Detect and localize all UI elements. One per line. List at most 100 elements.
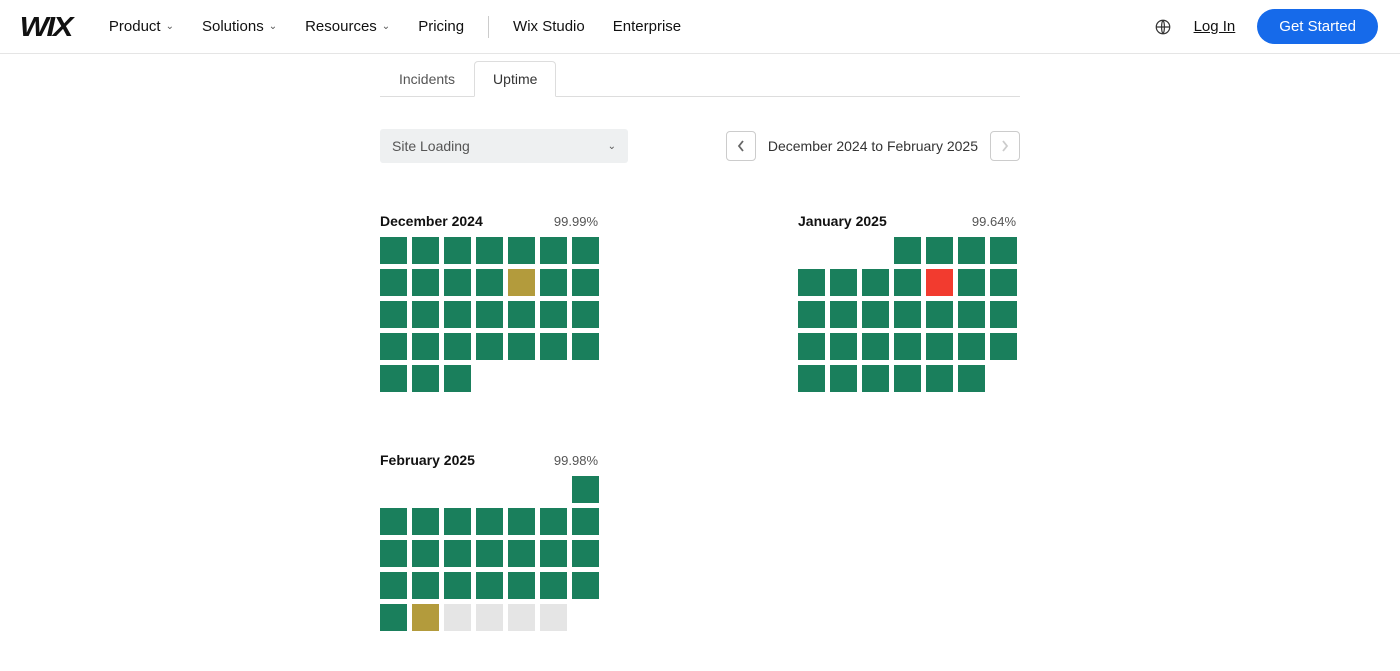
day-cell[interactable] [508,333,535,360]
day-cell[interactable] [412,508,439,535]
day-cell[interactable] [862,269,889,296]
day-cell[interactable] [862,333,889,360]
day-cell[interactable] [894,269,921,296]
service-select[interactable]: Site Loading ⌄ [380,129,628,163]
day-cell[interactable] [894,365,921,392]
day-cell[interactable] [508,269,535,296]
get-started-button[interactable]: Get Started [1257,9,1378,44]
next-range-button[interactable] [990,131,1020,161]
day-cell[interactable] [508,301,535,328]
day-cell[interactable] [476,301,503,328]
day-cell[interactable] [926,365,953,392]
day-cell[interactable] [508,237,535,264]
globe-icon[interactable] [1154,18,1172,36]
day-cell[interactable] [830,365,857,392]
day-cell[interactable] [572,237,599,264]
day-cell[interactable] [412,237,439,264]
day-cell[interactable] [412,301,439,328]
day-cell[interactable] [990,237,1017,264]
day-cell[interactable] [476,540,503,567]
day-cell[interactable] [444,333,471,360]
day-cell[interactable] [830,269,857,296]
day-cell[interactable] [412,604,439,631]
day-cell[interactable] [540,269,567,296]
day-cell[interactable] [926,333,953,360]
day-cell[interactable] [572,476,599,503]
day-cell[interactable] [444,572,471,599]
day-cell[interactable] [926,237,953,264]
day-cell[interactable] [444,508,471,535]
day-cell[interactable] [926,269,953,296]
day-cell[interactable] [412,540,439,567]
day-cell[interactable] [380,333,407,360]
day-cell[interactable] [380,540,407,567]
day-cell[interactable] [540,333,567,360]
nav-studio[interactable]: Wix Studio [513,18,585,35]
day-cell[interactable] [958,269,985,296]
day-cell[interactable] [958,333,985,360]
wix-logo[interactable]: WIX [20,11,72,43]
day-cell[interactable] [894,237,921,264]
day-cell[interactable] [894,333,921,360]
day-cell[interactable] [798,365,825,392]
day-cell[interactable] [572,540,599,567]
day-cell[interactable] [798,269,825,296]
day-cell[interactable] [958,301,985,328]
day-cell[interactable] [958,365,985,392]
day-cell[interactable] [540,604,567,631]
nav-pricing[interactable]: Pricing [418,18,464,35]
day-cell[interactable] [830,333,857,360]
day-cell[interactable] [958,237,985,264]
day-cell[interactable] [380,365,407,392]
day-cell[interactable] [380,301,407,328]
day-cell[interactable] [508,604,535,631]
day-cell[interactable] [508,508,535,535]
day-cell[interactable] [380,508,407,535]
day-cell[interactable] [476,572,503,599]
day-cell[interactable] [572,333,599,360]
day-cell[interactable] [444,237,471,264]
day-cell[interactable] [380,572,407,599]
day-cell[interactable] [508,540,535,567]
day-cell[interactable] [444,540,471,567]
day-cell[interactable] [830,301,857,328]
day-cell[interactable] [798,333,825,360]
day-cell[interactable] [508,572,535,599]
day-cell[interactable] [540,237,567,264]
day-cell[interactable] [862,365,889,392]
day-cell[interactable] [476,237,503,264]
prev-range-button[interactable] [726,131,756,161]
day-cell[interactable] [444,269,471,296]
day-cell[interactable] [444,301,471,328]
tab-incidents[interactable]: Incidents [380,61,474,97]
day-cell[interactable] [412,365,439,392]
day-cell[interactable] [380,269,407,296]
day-cell[interactable] [540,508,567,535]
day-cell[interactable] [894,301,921,328]
day-cell[interactable] [412,572,439,599]
nav-solutions[interactable]: Solutions ⌄ [202,18,277,35]
tab-uptime[interactable]: Uptime [474,61,556,97]
day-cell[interactable] [572,572,599,599]
login-link[interactable]: Log In [1194,18,1236,35]
day-cell[interactable] [476,269,503,296]
day-cell[interactable] [798,301,825,328]
day-cell[interactable] [540,572,567,599]
day-cell[interactable] [572,269,599,296]
day-cell[interactable] [444,365,471,392]
day-cell[interactable] [476,604,503,631]
day-cell[interactable] [476,333,503,360]
day-cell[interactable] [444,604,471,631]
day-cell[interactable] [540,540,567,567]
day-cell[interactable] [412,269,439,296]
day-cell[interactable] [862,301,889,328]
day-cell[interactable] [412,333,439,360]
day-cell[interactable] [540,301,567,328]
nav-product[interactable]: Product ⌄ [109,18,174,35]
nav-resources[interactable]: Resources ⌄ [305,18,390,35]
nav-enterprise[interactable]: Enterprise [613,18,681,35]
day-cell[interactable] [990,269,1017,296]
day-cell[interactable] [380,237,407,264]
day-cell[interactable] [926,301,953,328]
day-cell[interactable] [572,508,599,535]
